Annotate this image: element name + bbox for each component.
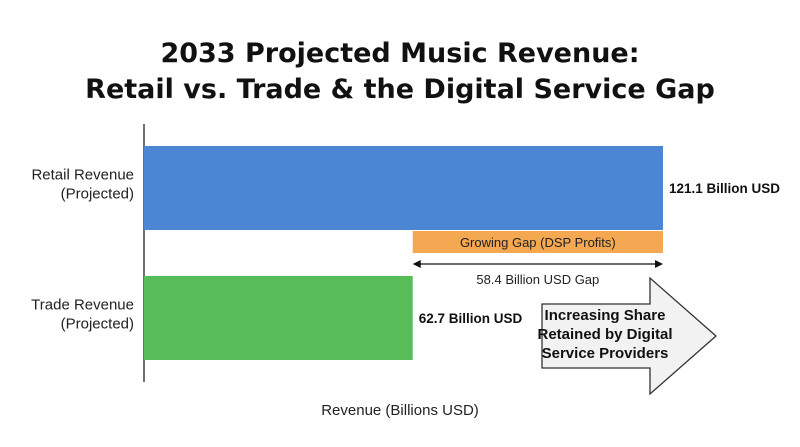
gap-measure-label: 58.4 Billion USD Gap xyxy=(476,272,599,287)
chart-title-line-2: Retail vs. Trade & the Digital Service G… xyxy=(85,74,715,105)
gap-measure-left-arrowhead xyxy=(412,260,421,268)
annotation-arrow-shape xyxy=(541,276,717,396)
x-axis-label: Revenue (Billions USD) xyxy=(321,402,479,419)
gap-bar-label: Growing Gap (DSP Profits) xyxy=(460,235,616,250)
bar-retail-revenue xyxy=(144,146,663,230)
annotation-line-1: Increasing Share xyxy=(545,307,666,324)
category-label-line: Retail Revenue xyxy=(31,167,134,184)
category-label-line: (Projected) xyxy=(61,186,134,203)
category-label-line: Trade Revenue xyxy=(31,297,134,314)
gap-measure-right-arrowhead xyxy=(655,260,663,268)
category-label-retail: Retail Revenue (Projected) xyxy=(31,167,134,203)
chart-title-line-1: 2033 Projected Music Revenue: xyxy=(160,38,639,69)
category-label-trade: Trade Revenue (Projected) xyxy=(31,297,134,333)
category-label-line: (Projected) xyxy=(61,316,134,333)
bar-trade-revenue xyxy=(144,276,413,360)
value-label-retail: 121.1 Billion USD xyxy=(669,181,780,196)
annotation-line-2: Retained by Digital xyxy=(537,326,672,343)
value-label-trade: 62.7 Billion USD xyxy=(419,311,523,326)
annotation-line-3: Service Providers xyxy=(542,345,669,362)
gap-bar xyxy=(412,231,663,253)
